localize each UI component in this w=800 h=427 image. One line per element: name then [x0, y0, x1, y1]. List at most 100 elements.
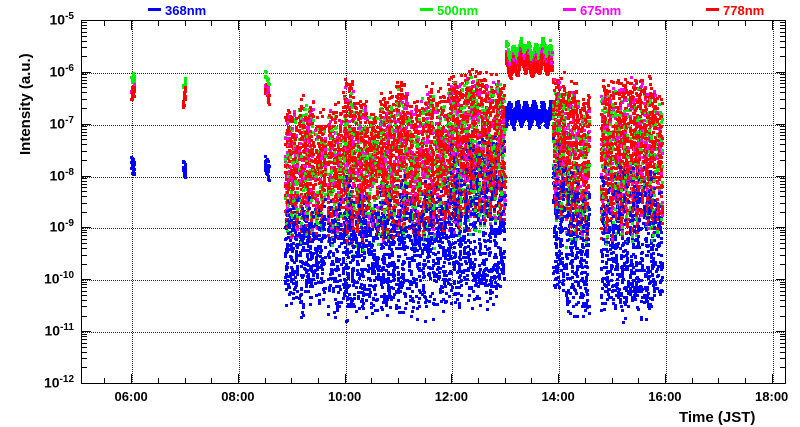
data-point [410, 283, 413, 286]
data-point [319, 111, 322, 114]
data-point [351, 83, 354, 86]
data-point [268, 165, 271, 168]
data-point [347, 256, 350, 259]
data-point [267, 87, 270, 90]
data-point [339, 279, 342, 282]
data-point [405, 107, 408, 110]
data-point [133, 83, 136, 86]
data-point [308, 207, 311, 210]
data-point [404, 295, 407, 298]
data-point [334, 103, 337, 106]
data-point [307, 290, 310, 293]
data-point [289, 239, 292, 242]
data-point [268, 83, 271, 86]
data-point [133, 168, 136, 171]
data-point [353, 305, 356, 308]
data-point [352, 90, 355, 93]
data-point [374, 284, 377, 287]
data-point [400, 88, 403, 91]
data-point [371, 228, 374, 231]
data-point [386, 314, 389, 317]
data-point [318, 302, 321, 305]
data-point [319, 245, 322, 248]
data-point [133, 87, 136, 90]
data-point [339, 128, 342, 131]
data-point [374, 293, 377, 296]
data-point [365, 316, 368, 319]
data-point [310, 199, 313, 202]
data-point [396, 266, 399, 269]
data-point [353, 293, 356, 296]
data-point [402, 268, 405, 271]
data-point [392, 296, 395, 299]
data-point [291, 250, 294, 253]
data-point [184, 95, 187, 98]
data-point [327, 305, 330, 308]
data-point [346, 319, 349, 322]
data-point [133, 172, 136, 175]
data-point [361, 238, 364, 241]
data-point [284, 255, 287, 258]
data-point [290, 302, 293, 305]
gridline-horizontal [82, 73, 786, 74]
data-point [133, 75, 136, 78]
data-point [318, 299, 321, 302]
data-point [376, 309, 379, 312]
data-point [382, 273, 385, 276]
data-point [403, 248, 406, 251]
legend-swatch-368nm [148, 8, 161, 11]
legend-item-368nm: 368nm [148, 2, 206, 18]
data-point [348, 293, 351, 296]
data-point [286, 122, 289, 125]
data-point [371, 244, 374, 247]
legend-swatch-675nm [563, 8, 576, 11]
data-point [365, 100, 368, 103]
data-point [357, 248, 360, 251]
data-point [300, 98, 303, 101]
data-point [363, 252, 366, 255]
legend-label-778nm: 778nm [723, 3, 764, 19]
data-point [356, 224, 359, 227]
data-point [363, 256, 366, 259]
data-point [324, 246, 327, 249]
data-point [365, 112, 368, 115]
data-point [369, 188, 372, 191]
data-point [383, 259, 386, 262]
legend-swatch-778nm [706, 8, 719, 11]
data-point [351, 223, 354, 226]
data-point [362, 259, 365, 262]
data-point [296, 225, 299, 228]
data-point [399, 290, 402, 293]
data-point [353, 297, 356, 300]
data-point [312, 101, 315, 104]
data-point [307, 274, 310, 277]
data-point [403, 222, 406, 225]
chart-root: 368nm 500nm 675nm 778nm 10-5 10-6 10-7 10-8 10-… [0, 0, 800, 427]
data-point [406, 92, 409, 95]
data-point [364, 121, 367, 124]
data-point [267, 167, 270, 170]
data-point [320, 249, 323, 252]
data-point [405, 97, 408, 100]
data-point [296, 246, 299, 249]
data-point [368, 294, 371, 297]
data-point [332, 263, 335, 266]
data-point [302, 314, 305, 317]
data-point [328, 256, 331, 259]
data-point [405, 302, 408, 305]
data-point [305, 104, 308, 107]
data-point [338, 258, 341, 261]
data-point [415, 282, 418, 285]
data-point [285, 304, 288, 307]
data-point [368, 195, 371, 198]
data-point [352, 96, 355, 99]
data-point [312, 187, 315, 190]
data-point [323, 189, 326, 192]
data-point [351, 80, 354, 83]
data-point [323, 205, 326, 208]
data-point [320, 208, 323, 211]
data-point [337, 218, 340, 221]
data-point [184, 166, 187, 169]
data-point [296, 254, 299, 257]
data-point [393, 274, 396, 277]
